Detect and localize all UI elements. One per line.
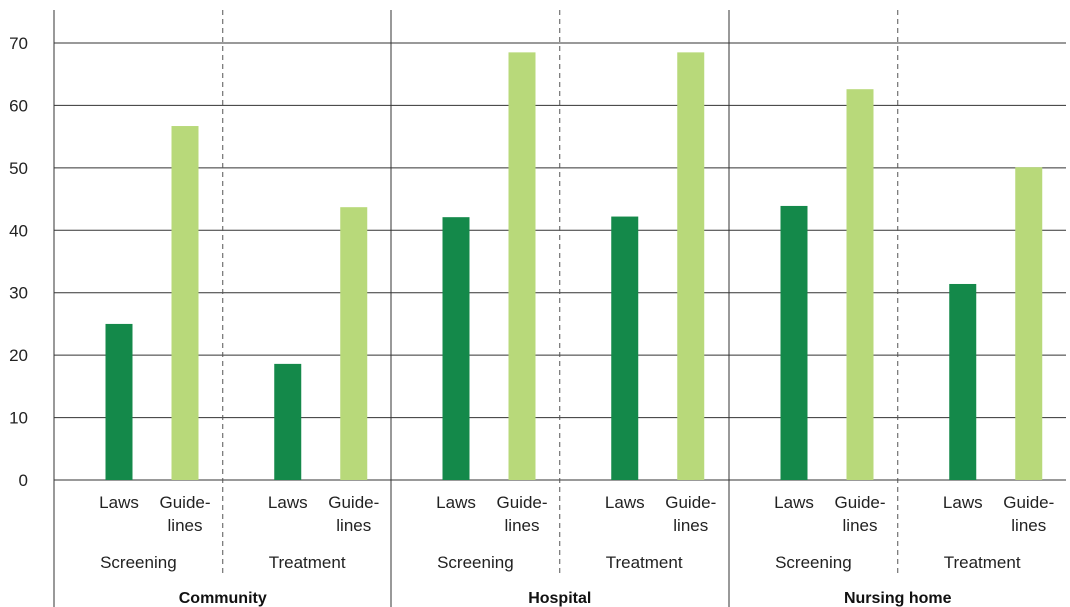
bar-guidelines <box>1015 167 1043 481</box>
bar-laws <box>780 205 808 480</box>
y-tick-label: 60 <box>9 96 28 115</box>
bar-category-label: Laws <box>436 493 476 512</box>
bar-category-label: lines <box>843 516 878 535</box>
bar-category-label: Guide- <box>159 493 210 512</box>
bar-laws <box>105 323 133 480</box>
bar-category-label: Laws <box>268 493 308 512</box>
y-tick-label: 30 <box>9 284 28 303</box>
bar-guidelines <box>508 52 536 480</box>
group-label: Treatment <box>944 553 1021 572</box>
group-label: Treatment <box>269 553 346 572</box>
setting-label: Hospital <box>528 590 591 607</box>
bar-category-label: lines <box>168 516 203 535</box>
bar-category-label: Guide- <box>328 493 379 512</box>
bar-category-label: lines <box>673 516 708 535</box>
bar-category-label: Guide- <box>496 493 547 512</box>
bar-laws <box>949 283 977 480</box>
group-label: Screening <box>437 553 514 572</box>
bar-category-label: Guide- <box>665 493 716 512</box>
y-tick-label: 40 <box>9 221 28 240</box>
gridlines <box>54 42 1066 481</box>
group-label: Screening <box>775 553 852 572</box>
bar-category-label: Laws <box>99 493 139 512</box>
section-dividers <box>53 10 899 607</box>
setting-label: Community <box>179 590 267 607</box>
y-tick-label: 50 <box>9 159 28 178</box>
bar-laws <box>442 217 470 480</box>
bar-category-label: Guide- <box>1003 493 1054 512</box>
bar-category-label: Laws <box>943 493 983 512</box>
y-tick-label: 10 <box>9 409 28 428</box>
bar-laws <box>611 216 639 480</box>
bar-category-label: Laws <box>774 493 814 512</box>
bar-guidelines <box>677 52 705 480</box>
y-tick-label: 70 <box>9 34 28 53</box>
y-tick-label: 0 <box>19 471 28 490</box>
bar-category-label: lines <box>336 516 371 535</box>
category-labels: Laws Guide-lines Screening Laws Guide-lines T… <box>99 493 1054 607</box>
bar-guidelines <box>340 207 368 481</box>
bar-category-label: Laws <box>605 493 645 512</box>
y-tick-label: 20 <box>9 346 28 365</box>
group-label: Screening <box>100 553 177 572</box>
y-axis-ticks: 0 10 20 30 40 50 60 70 <box>9 34 28 490</box>
bar-category-label: lines <box>505 516 540 535</box>
bar-guidelines <box>171 126 199 480</box>
group-label: Treatment <box>606 553 683 572</box>
bar-laws <box>274 363 302 480</box>
bar-guidelines <box>846 89 874 480</box>
setting-label: Nursing home <box>844 590 952 607</box>
bar-category-label: lines <box>1011 516 1046 535</box>
bars <box>105 52 1043 481</box>
bar-category-label: Guide- <box>834 493 885 512</box>
